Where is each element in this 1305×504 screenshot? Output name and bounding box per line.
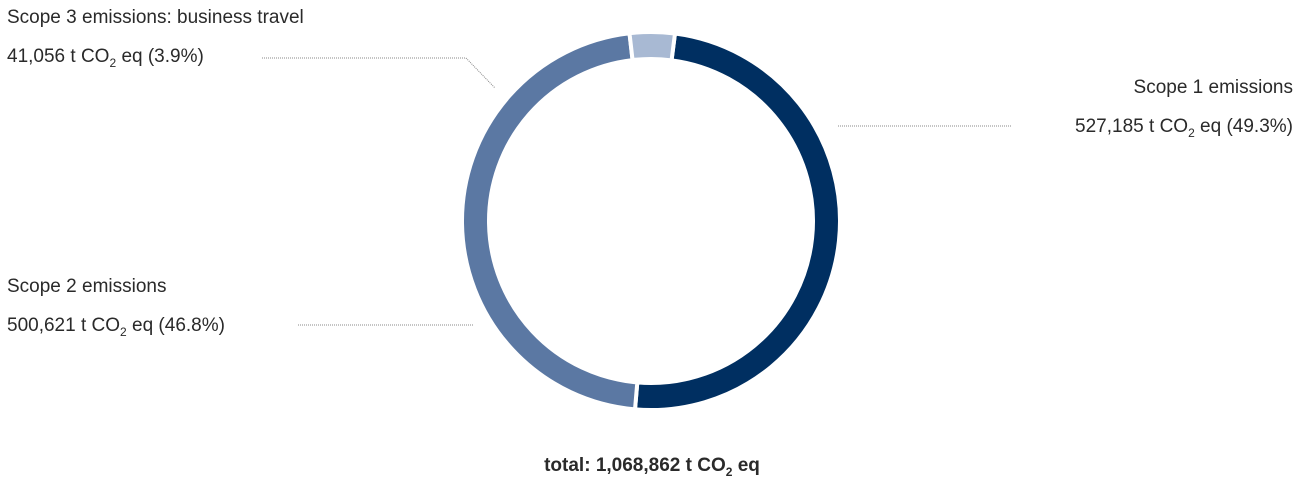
label-scope-1: Scope 1 emissions 527,185 t CO2 eq (49.3… [1075, 77, 1293, 140]
slice-scope-1 [632, 31, 842, 412]
series-value-scope-1: 527,185 t CO2 eq (49.3%) [1075, 116, 1293, 140]
series-name-scope-3: Scope 3 emissions: business travel [7, 7, 304, 28]
label-scope-2: Scope 2 emissions 500,621 t CO2 eq (46.8… [7, 276, 225, 339]
leader-lines [262, 57, 1012, 326]
donut-slices [460, 30, 842, 412]
series-value-scope-2: 500,621 t CO2 eq (46.8%) [7, 315, 225, 339]
series-value-scope-3: 41,056 t CO2 eq (3.9%) [7, 46, 204, 70]
leader-scope-3 [262, 57, 496, 89]
total-label: total: 1,068,862 t CO2 eq [544, 455, 760, 479]
label-scope-3: Scope 3 emissions: business travel 41,05… [7, 7, 304, 70]
slice-scope-3 [627, 30, 678, 63]
series-name-scope-2: Scope 2 emissions [7, 276, 166, 297]
slice-scope-2 [460, 31, 640, 412]
series-name-scope-1: Scope 1 emissions [1134, 77, 1293, 98]
